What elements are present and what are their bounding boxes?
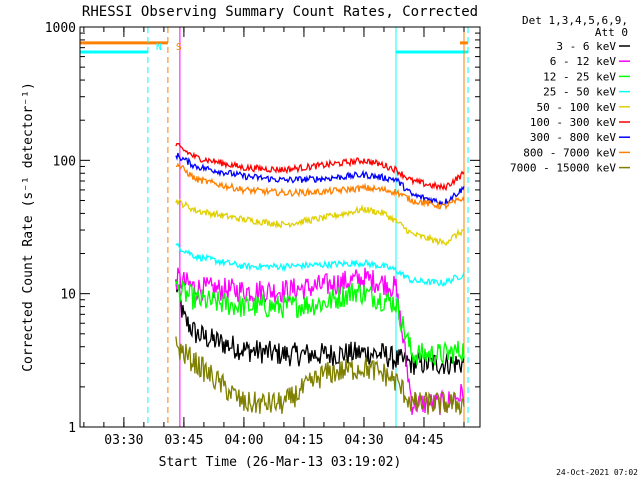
series-line-12-25-kev [175, 280, 465, 366]
legend-label-6-12-kev: 6 - 12 keV [550, 55, 617, 68]
series-line-7000-15000-kev [175, 336, 465, 416]
footer-timestamp: 24-Oct-2021 07:02 [556, 468, 638, 477]
series-line-25-50-kev [175, 242, 465, 288]
x-axis: 03:30 03:45 04:00 04:15 04:30 04:45 [83, 27, 465, 448]
y-tick-label: 1000 [45, 21, 76, 36]
annotation-s: S [176, 42, 182, 53]
legend-label-3-6-kev: 3 - 6 keV [556, 40, 616, 53]
x-tick-label: 04:30 [344, 433, 383, 448]
legend: Det 1,3,4,5,6,9,Att 03 - 6 keV 6 - 12 keV… [510, 14, 630, 175]
series-line-100-300-kev [175, 142, 465, 192]
x-tick-label: 03:45 [164, 433, 203, 448]
series-line-6-12-kev [175, 267, 465, 416]
legend-header: Att 0 [595, 26, 628, 39]
chart-title: RHESSI Observing Summary Count Rates, Co… [82, 4, 478, 20]
legend-label-300-800-kev: 300 - 800 keV [530, 131, 616, 144]
legend-label-25-50-kev: 25 - 50 keV [543, 86, 616, 99]
series-line-300-800-kev [175, 152, 465, 206]
legend-label-800-7000-kev: 800 - 7000 keV [523, 146, 616, 159]
legend-label-100-300-kev: 100 - 300 keV [530, 116, 616, 129]
x-tick-label: 04:45 [404, 433, 443, 448]
y-axis: 1 10 100 1000 [45, 21, 480, 436]
x-tick-label: 04:00 [224, 433, 263, 448]
legend-label-7000-15000-kev: 7000 - 15000 keV [510, 162, 616, 175]
legend-label-12-25-kev: 12 - 25 keV [543, 70, 616, 83]
y-tick-label: 100 [53, 154, 76, 169]
x-tick-label: 04:15 [284, 433, 323, 448]
y-tick-label: 1 [68, 421, 76, 436]
y-axis-label: Corrected Count Rate (s⁻¹ detector⁻¹) [21, 82, 36, 372]
series-line-50-100-kev [175, 198, 465, 247]
y-tick-label: 10 [60, 288, 76, 303]
plot-frame [79, 26, 481, 428]
series-line-3-6-kev [175, 279, 465, 375]
legend-label-50-100-kev: 50 - 100 keV [537, 101, 617, 114]
x-axis-label: Start Time (26-Mar-13 03:19:02) [159, 455, 402, 470]
annotation-n: N [156, 42, 162, 53]
legend-header: Det 1,3,4,5,6,9, [522, 14, 628, 27]
x-tick-label: 03:30 [104, 433, 143, 448]
series-line-800-7000-kev [175, 162, 465, 211]
